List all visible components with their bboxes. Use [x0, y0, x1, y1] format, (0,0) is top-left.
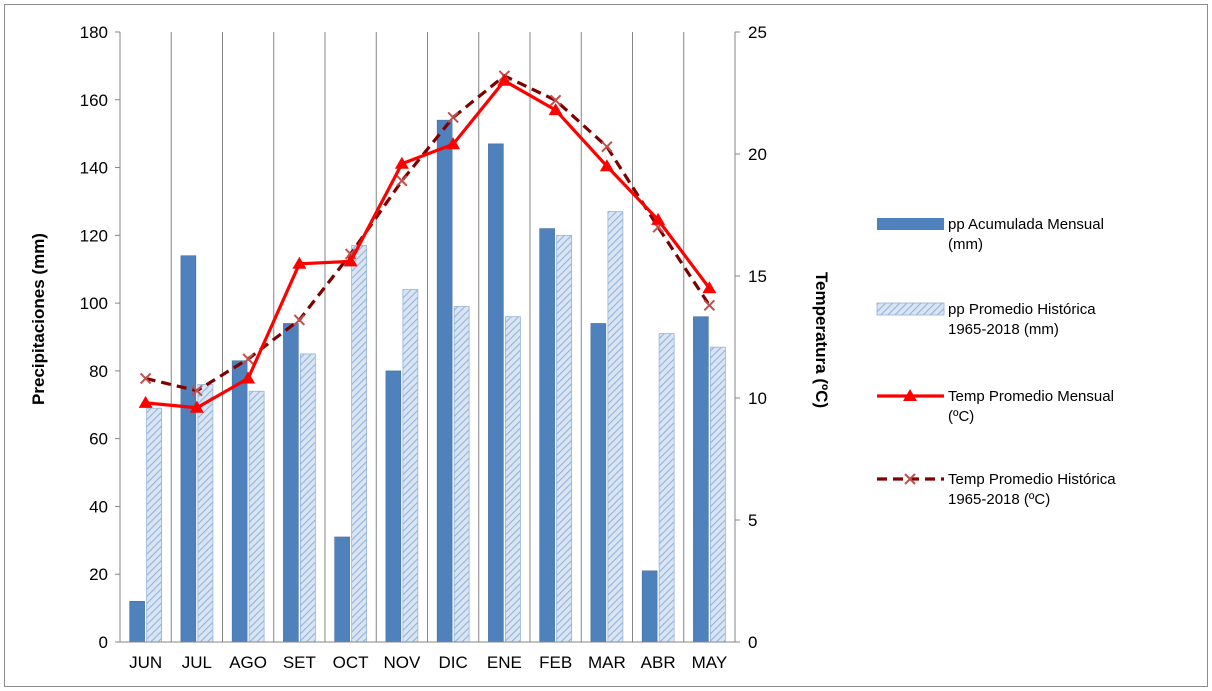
x-tick-label-jun: JUN [129, 653, 162, 672]
y-left-tick-label: 80 [89, 362, 108, 381]
bar-pp-acumulada-nov [385, 370, 402, 643]
point-temp-historica-nov [396, 175, 408, 187]
legend-swatch [877, 218, 944, 230]
point-temp-mensual-abr [651, 212, 666, 225]
x-tick-label-abr: ABR [641, 653, 676, 672]
y-left-tick-label: 180 [80, 23, 108, 42]
x-tick-label-oct: OCT [333, 653, 369, 672]
bar-pp-historica-oct [351, 245, 368, 643]
bar-pp-historica-ene [504, 316, 521, 643]
bar-pp-historica-jun [146, 407, 163, 643]
bar-pp-historica-feb [556, 234, 573, 643]
y-left-tick-label: 120 [80, 226, 108, 245]
bar-pp-acumulada-ago [231, 360, 248, 643]
bars [129, 119, 726, 643]
y-right-tick-label: 20 [748, 145, 767, 164]
y-right-tick-label: 10 [748, 389, 767, 408]
x-tick-label-feb: FEB [539, 653, 572, 672]
x-tick-label-mar: MAR [588, 653, 626, 672]
point-temp-mensual-mar [599, 159, 614, 172]
point-temp-mensual-jul [189, 400, 204, 413]
y-right-tick-label: 25 [748, 23, 767, 42]
legend-label: 1965-2018 (ºC) [948, 491, 1050, 508]
legend-label: 1965-2018 (mm) [948, 321, 1059, 338]
point-temp-mensual-feb [548, 103, 563, 116]
legend-item-temp-mensual: Temp Promedio Mensual (ºC) [877, 388, 1114, 425]
legend-label: pp Promedio Histórica [948, 301, 1096, 318]
y-right-tick-label: 5 [748, 511, 757, 530]
legend-marker [903, 389, 917, 401]
bar-pp-acumulada-dic [436, 119, 453, 643]
y-left-tick-label: 160 [80, 91, 108, 110]
point-temp-historica-jul [191, 384, 203, 397]
point-temp-historica-may [703, 299, 716, 311]
legend-label: Temp Promedio Histórica [948, 471, 1116, 488]
y-right-tick-label: 15 [748, 267, 767, 286]
legend: pp Acumulada Mensual (mm) pp Promedio Hist… [876, 216, 1116, 508]
point-temp-mensual-may [702, 281, 717, 294]
legend-item-pp-acumulada: pp Acumulada Mensual (mm) [877, 216, 1104, 253]
bar-pp-acumulada-abr [641, 570, 658, 643]
bar-pp-historica-nov [402, 289, 419, 643]
y-left-tick-label: 20 [89, 565, 108, 584]
y-left-tick-label: 60 [89, 430, 108, 449]
legend-label: (ºC) [948, 408, 974, 425]
bar-pp-acumulada-jun [129, 601, 145, 643]
x-tick-label-dic: DIC [438, 653, 467, 672]
y-right-tick-label: 0 [748, 633, 757, 652]
lines [138, 70, 717, 413]
line-temp-historica [145, 74, 711, 393]
bar-pp-acumulada-jul [180, 255, 197, 643]
point-temp-historica-feb [549, 94, 562, 107]
bar-pp-historica-abr [658, 333, 675, 643]
bar-pp-acumulada-may [693, 316, 709, 643]
point-temp-mensual-oct [343, 254, 358, 267]
axes: 0 20 40 60 80 100 120 140 160 180 0 5 10 15 20 25 JUN JUL… [80, 23, 767, 672]
y-left-tick-label: 0 [99, 633, 108, 652]
legend-label: (mm) [948, 236, 983, 253]
point-temp-historica-jun [139, 372, 152, 385]
legend-marker [904, 473, 916, 485]
bar-pp-historica-may [709, 346, 726, 643]
bar-pp-historica-set [299, 353, 316, 643]
x-tick-label-nov: NOV [383, 653, 421, 672]
x-tick-label-may: MAY [692, 653, 728, 672]
point-temp-historica-dic [447, 111, 459, 124]
point-temp-mensual-ene [497, 73, 512, 86]
legend-item-pp-historica: pp Promedio Histórica 1965-2018 (mm) [876, 301, 1096, 338]
bar-pp-historica-mar [607, 211, 624, 643]
legend-swatch [876, 302, 945, 316]
point-temp-historica-set [293, 314, 306, 326]
bar-pp-acumulada-ene [488, 143, 504, 643]
x-tick-label-ene: ENE [487, 653, 522, 672]
point-temp-historica-ago [242, 353, 254, 365]
x-tick-label-ago: AGO [229, 653, 267, 672]
bar-pp-acumulada-mar [590, 323, 607, 643]
x-tick-label-jul: JUL [182, 653, 212, 672]
point-temp-historica-mar [601, 140, 613, 153]
y-left-tick-label: 40 [89, 497, 108, 516]
x-tick-label-set: SET [283, 653, 316, 672]
bar-pp-acumulada-set [283, 323, 299, 643]
legend-label: pp Acumulada Mensual [948, 216, 1104, 233]
bar-pp-historica-jul [197, 384, 214, 643]
point-temp-mensual-nov [394, 156, 409, 169]
y-right-axis-title: Temperatura (ºC) [812, 272, 831, 408]
legend-item-temp-historica: Temp Promedio Histórica 1965-2018 (ºC) [877, 471, 1116, 508]
bar-pp-acumulada-oct [334, 536, 350, 643]
y-left-tick-label: 100 [80, 294, 108, 313]
y-left-axis-title: Precipitaciones (mm) [29, 233, 48, 405]
bar-pp-historica-dic [453, 306, 470, 643]
point-temp-mensual-dic [446, 137, 461, 150]
line-temp-mensual [145, 79, 711, 410]
point-temp-mensual-jun [138, 395, 153, 408]
point-temp-mensual-ago [241, 371, 256, 384]
bar-pp-acumulada-feb [539, 228, 555, 643]
legend-label: Temp Promedio Mensual [948, 388, 1114, 405]
bar-pp-historica-ago [248, 390, 265, 643]
y-left-tick-label: 140 [80, 159, 108, 178]
point-temp-mensual-set [292, 256, 307, 269]
